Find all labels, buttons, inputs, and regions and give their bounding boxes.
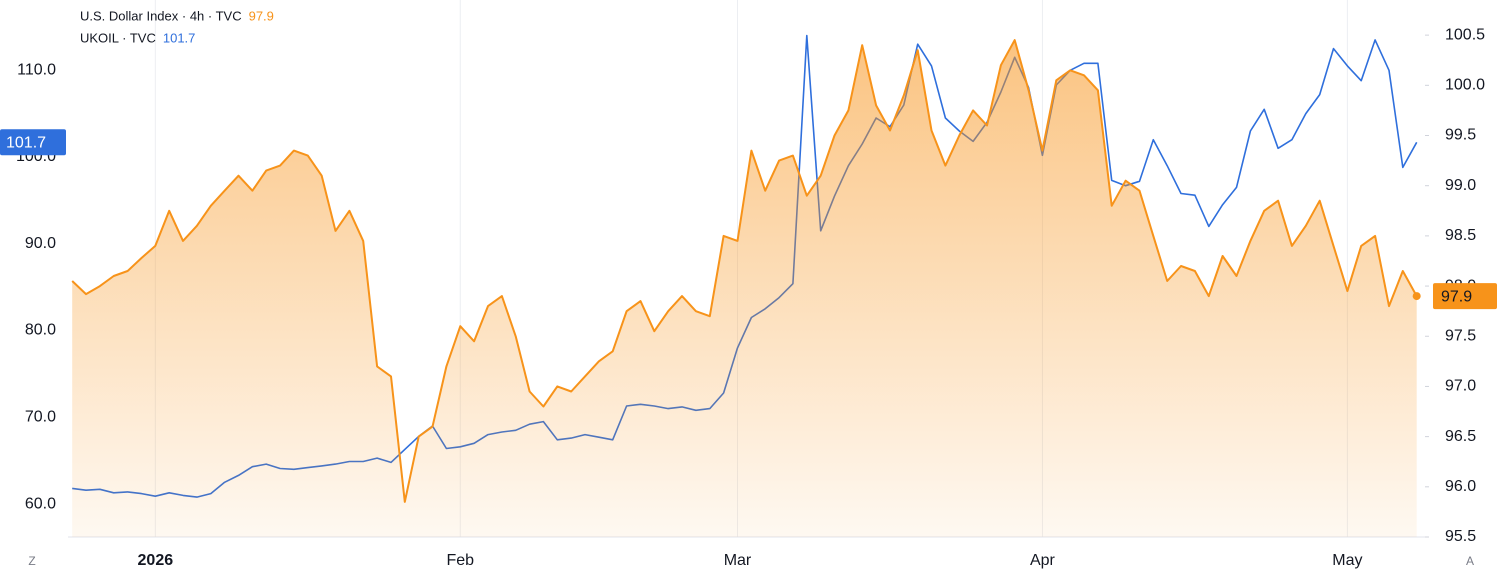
scale-button[interactable]: A <box>1466 554 1474 568</box>
legend-label: U.S. Dollar Index · 4h · TVC <box>80 8 242 23</box>
x-tick-label: 2026 <box>138 552 174 569</box>
last-point <box>1412 292 1421 301</box>
y2-tick-label: 97.5 <box>1445 327 1476 344</box>
x-tick-label: Apr <box>1030 552 1056 569</box>
y2-tick-label: 96.5 <box>1445 428 1476 445</box>
line <box>71 39 1418 503</box>
y2-tick-label: 100.0 <box>1445 77 1485 94</box>
legend-label: UKOIL · TVC <box>80 30 156 45</box>
y2-tick-label: 99.0 <box>1445 177 1476 194</box>
y-tick-label: 60.0 <box>25 495 56 512</box>
y2-tick-label: 96.0 <box>1445 478 1476 495</box>
x-tick-label: May <box>1332 552 1362 569</box>
price-box <box>0 129 66 156</box>
y-tick-label: 70.0 <box>25 408 56 425</box>
y-tick-label: 80.0 <box>25 322 56 339</box>
price-label: 101.7 <box>6 134 46 151</box>
y2-tick-label: 99.5 <box>1445 127 1476 144</box>
legend-value: 97.9 <box>249 8 274 23</box>
scale-button[interactable]: Z <box>28 554 35 568</box>
y-tick-label: 90.0 <box>25 235 56 252</box>
price-label: 97.9 <box>1441 288 1472 305</box>
price-box <box>1433 283 1497 310</box>
y2-tick-label: 97.0 <box>1445 378 1476 395</box>
y2-tick-label: 95.5 <box>1445 528 1476 545</box>
y2-tick-label: 98.5 <box>1445 227 1476 244</box>
legend-value: 101.7 <box>163 30 196 45</box>
x-tick-label: Mar <box>724 552 752 569</box>
area <box>72 40 1417 537</box>
y2-tick-label: 100.5 <box>1445 26 1485 43</box>
y-tick-label: 110.0 <box>17 61 56 78</box>
x-tick-label: Feb <box>446 552 474 569</box>
